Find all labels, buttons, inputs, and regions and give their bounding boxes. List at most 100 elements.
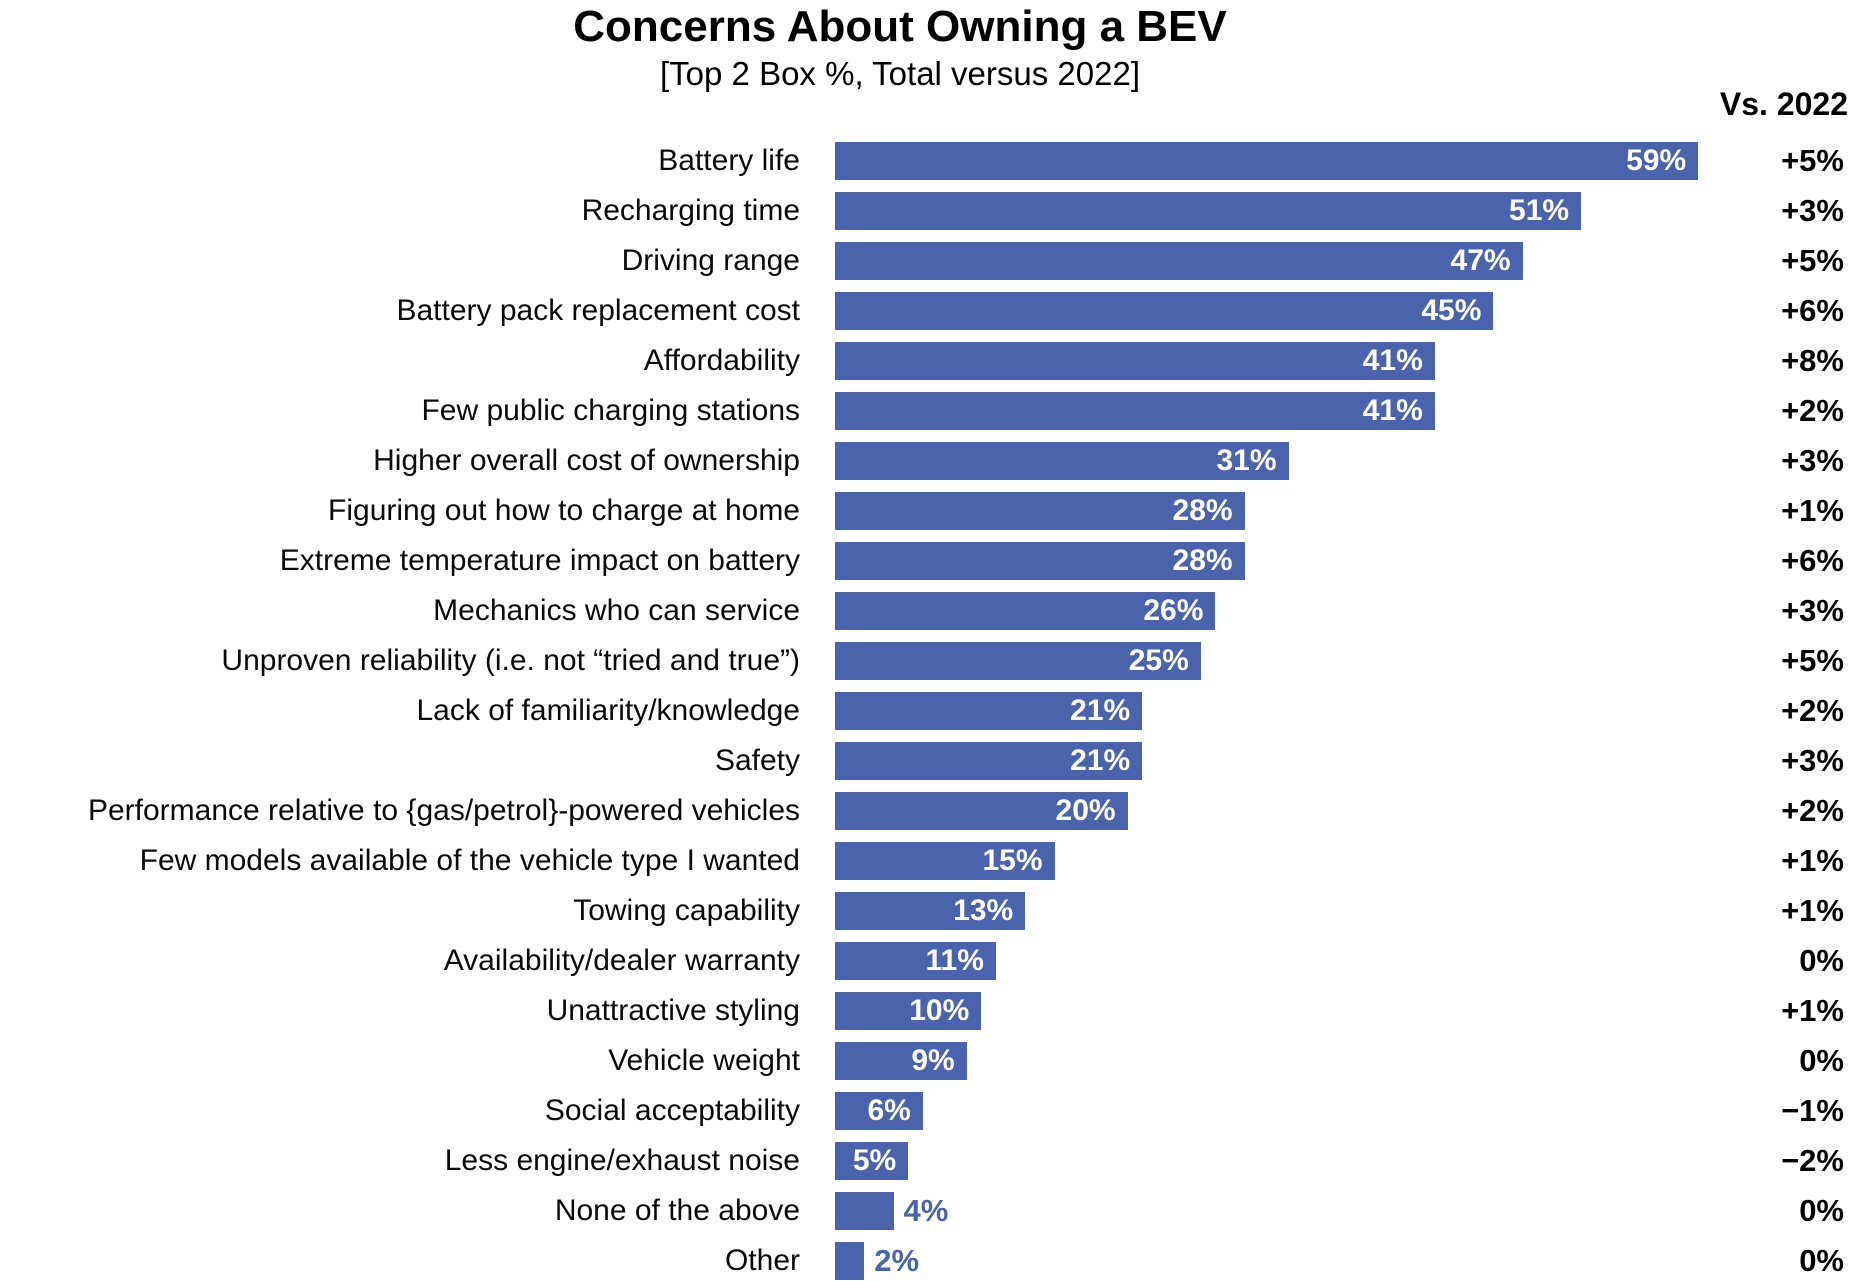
chart-subtitle: [Top 2 Box %, Total versus 2022] <box>660 54 1140 92</box>
chart-title: Concerns About Owning a BEV <box>573 2 1227 51</box>
bar-value-label: 21% <box>1070 744 1131 777</box>
vs-2022-value: +1% <box>1781 493 1844 528</box>
bar-value-label: 26% <box>1143 594 1204 627</box>
bar-track: 41% <box>818 392 1704 430</box>
bar: 28% <box>835 492 1245 530</box>
bar-value-label: 2% <box>874 1243 920 1278</box>
category-label: Unattractive styling <box>546 994 800 1027</box>
bar-track: 9% <box>818 1042 1704 1080</box>
bar: 59% <box>835 142 1699 180</box>
bar-value-label: 41% <box>1362 344 1423 377</box>
bar: 10% <box>835 992 982 1030</box>
bar-track: 10% <box>818 992 1704 1030</box>
category-label: Performance relative to {gas/petrol}-pow… <box>87 794 800 827</box>
bar-row: Battery life 59% +5% <box>0 136 1854 186</box>
bar: 45% <box>835 292 1494 330</box>
bar-track: 11% <box>818 942 1704 980</box>
bar-track: 25% <box>818 642 1704 680</box>
bar-track: 20% <box>818 792 1704 830</box>
vs-2022-value: +2% <box>1781 793 1844 828</box>
bar-value-label: 28% <box>1172 544 1233 577</box>
bar-value-label: 31% <box>1216 444 1277 477</box>
bar: 21% <box>835 692 1143 730</box>
category-label: Other <box>724 1244 800 1277</box>
bar-row: Safety 21% +3% <box>0 736 1854 786</box>
vs-2022-value: +6% <box>1781 543 1844 578</box>
bar-value-label: 47% <box>1450 244 1511 277</box>
vs-2022-value: +1% <box>1781 893 1844 928</box>
category-label: Lack of familiarity/knowledge <box>416 694 800 727</box>
bar-track: 2% <box>818 1242 1704 1280</box>
category-label: None of the above <box>554 1194 800 1227</box>
category-label: Social acceptability <box>544 1094 800 1127</box>
bar-row: Extreme temperature impact on battery 28%… <box>0 536 1854 586</box>
category-label: Availability/dealer warranty <box>443 944 800 977</box>
vs-2022-value: −2% <box>1781 1143 1844 1178</box>
bar: 5% <box>835 1142 909 1180</box>
bar-value-label: 45% <box>1421 294 1482 327</box>
vs-2022-value: +8% <box>1781 343 1844 378</box>
bar-track: 21% <box>818 692 1704 730</box>
bar-track: 6% <box>818 1092 1704 1130</box>
bar-value-label: 51% <box>1509 194 1570 227</box>
bar-row: Affordability 41% +8% <box>0 336 1854 386</box>
bar-row: Higher overall cost of ownership 31% +3% <box>0 436 1854 486</box>
vs-2022-value: +5% <box>1781 143 1844 178</box>
vs-2022-value: +3% <box>1781 443 1844 478</box>
bar-row: Other 2% 0% <box>0 1236 1854 1281</box>
category-label: Unproven reliability (i.e. not “tried an… <box>221 644 800 677</box>
category-label: Safety <box>714 744 800 777</box>
bar-track: 4% <box>818 1192 1704 1230</box>
bar-track: 5% <box>818 1142 1704 1180</box>
bar-track: 21% <box>818 742 1704 780</box>
bar-value-label: 5% <box>852 1144 897 1177</box>
bar-value-label: 41% <box>1362 394 1423 427</box>
bar-row: None of the above 4% 0% <box>0 1186 1854 1236</box>
bar-row: Availability/dealer warranty 11% 0% <box>0 936 1854 986</box>
bar-value-label: 28% <box>1172 494 1233 527</box>
bar-value-label: 20% <box>1055 794 1116 827</box>
bar-value-label: 21% <box>1070 694 1131 727</box>
vs-2022-value: +1% <box>1781 993 1844 1028</box>
bar-value-label: 59% <box>1626 144 1687 177</box>
bar-track: 47% <box>818 242 1704 280</box>
bar-value-label: 13% <box>953 894 1014 927</box>
bar: 15% <box>835 842 1055 880</box>
vs-2022-value: +3% <box>1781 743 1844 778</box>
vs-2022-value: +3% <box>1781 193 1844 228</box>
category-label: Recharging time <box>581 194 800 227</box>
category-label: Less engine/exhaust noise <box>444 1144 800 1177</box>
bar <box>835 1242 865 1280</box>
bar-row: Few models available of the vehicle type… <box>0 836 1854 886</box>
category-label: Few public charging stations <box>421 394 800 427</box>
bar: 6% <box>835 1092 923 1130</box>
vs-2022-value: 0% <box>1799 1243 1844 1278</box>
bar-row: Driving range 47% +5% <box>0 236 1854 286</box>
category-label: Extreme temperature impact on battery <box>279 544 800 577</box>
bar-row: Figuring out how to charge at home 28% +1% <box>0 486 1854 536</box>
bar-track: 28% <box>818 542 1704 580</box>
bar-value-label: 11% <box>925 944 984 977</box>
bar-row: Mechanics who can service 26% +3% <box>0 586 1854 636</box>
bar-row: Performance relative to {gas/petrol}-pow… <box>0 786 1854 836</box>
category-label: Affordability <box>643 344 800 377</box>
vs-2022-value: +2% <box>1781 393 1844 428</box>
bar-value-label: 25% <box>1128 644 1189 677</box>
bar-value-label: 4% <box>903 1193 949 1228</box>
vs-2022-value: +1% <box>1781 843 1844 878</box>
bar: 13% <box>835 892 1026 930</box>
bar: 41% <box>835 392 1435 430</box>
category-label: Vehicle weight <box>608 1044 800 1077</box>
bar-track: 28% <box>818 492 1704 530</box>
vs-2022-value: 0% <box>1799 1043 1844 1078</box>
bar <box>835 1192 894 1230</box>
category-label: Few models available of the vehicle type… <box>139 844 800 877</box>
bar-track: 51% <box>818 192 1704 230</box>
vs-2022-value: −1% <box>1781 1093 1844 1128</box>
vs-2022-value: +5% <box>1781 243 1844 278</box>
vs-2022-value: +5% <box>1781 643 1844 678</box>
category-label: Towing capability <box>573 894 800 927</box>
bar-track: 59% <box>818 142 1704 180</box>
bar-row: Towing capability 13% +1% <box>0 886 1854 936</box>
bar: 47% <box>835 242 1523 280</box>
